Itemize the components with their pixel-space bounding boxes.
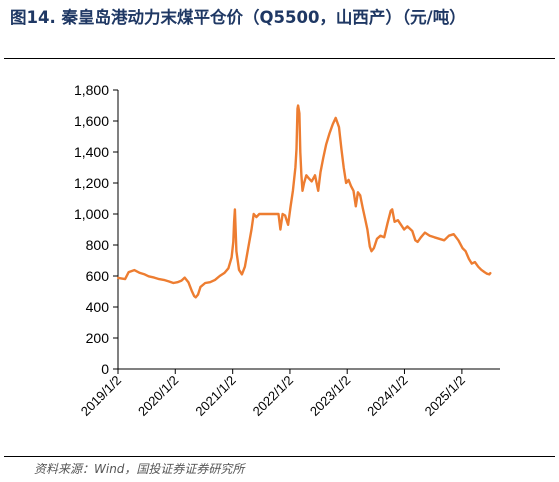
x-axis: 2019/1/2 2020/1/2 2021/1/2 2022/1/2 2023/1/2… (78, 368, 500, 419)
plot-area (116, 104, 492, 299)
x-tick-label: 2019/1/2 (78, 373, 124, 419)
y-tick-label: 1,400 (74, 144, 109, 160)
y-tick-label: 1,200 (74, 175, 109, 191)
x-tick-label: 2024/1/2 (364, 373, 410, 419)
title-divider (4, 58, 555, 59)
x-tick-label: 2020/1/2 (135, 373, 181, 419)
y-tick-label: 600 (86, 268, 110, 284)
x-tick-label: 2025/1/2 (422, 373, 468, 419)
y-axis: 0 200 400 600 800 1,000 1,200 1,400 1,600 1,800 (74, 82, 119, 377)
y-tick-label: 0 (101, 361, 109, 377)
y-tick-label: 400 (86, 299, 110, 315)
source-note: 资料来源：Wind，国投证券证券研究所 (34, 462, 245, 476)
y-tick-label: 1,000 (74, 206, 109, 222)
y-tick-label: 200 (86, 330, 110, 346)
x-tick-label: 2021/1/2 (192, 373, 238, 419)
y-tick-label: 1,600 (74, 113, 109, 129)
source-divider (4, 456, 555, 457)
price-series-line (116, 104, 492, 299)
price-line-chart: 0 200 400 600 800 1,000 1,200 1,400 1,600 1,800 2… (74, 82, 500, 419)
x-tick-label: 2022/1/2 (250, 373, 296, 419)
y-tick-label: 800 (86, 237, 110, 253)
page-title: 图14. 秦皇岛港动力末煤平仓价（Q5500，山西产）（元/吨） (10, 8, 466, 27)
y-tick-label: 1,800 (74, 82, 109, 98)
x-tick-label: 2023/1/2 (307, 373, 353, 419)
